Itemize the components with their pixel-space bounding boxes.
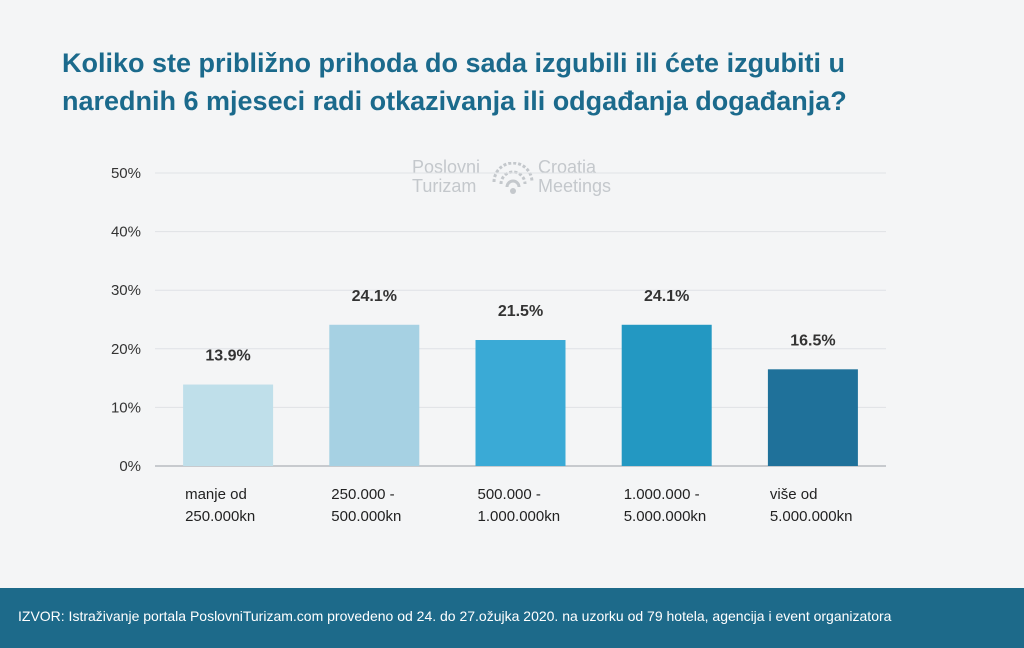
y-tick-label: 30% (111, 282, 141, 299)
wifi-signal-icon (492, 162, 534, 194)
data-label: 24.1% (644, 288, 689, 305)
source-footer: IZVOR: Istraživanje portala PoslovniTuri… (0, 588, 1024, 648)
data-label: 21.5% (498, 303, 543, 320)
chart-title: Koliko ste približno prihoda do sada izg… (62, 48, 847, 116)
logo-left-line1: Poslovni (412, 157, 481, 177)
bar-chart: 0% 10% 20% 30% 40% 50% 13.9% manje od 250.000kn 2… (111, 165, 886, 525)
bar (621, 324, 712, 466)
bar (475, 340, 566, 466)
x-tick-label: 1.000.000 - (624, 486, 700, 503)
bar (767, 369, 858, 466)
logo-right-line1: Croatia (538, 157, 597, 177)
logo-right-text: Croatia Meetings (538, 158, 611, 196)
data-label: 13.9% (205, 348, 250, 365)
data-label: 24.1% (352, 288, 397, 305)
bar (183, 384, 274, 466)
y-tick-label: 0% (119, 458, 141, 475)
source-text: IZVOR: Istraživanje portala PoslovniTuri… (18, 608, 892, 624)
x-tick-label: 5.000.000kn (770, 508, 853, 525)
logo-right-line2: Meetings (538, 176, 612, 196)
y-tick-label: 20% (111, 341, 141, 358)
x-tick-label: 5.000.000kn (624, 508, 707, 525)
x-tick-label: više od (770, 486, 818, 503)
logo-left-text: Poslovni Turizam (412, 158, 480, 196)
y-tick-label: 50% (111, 165, 141, 182)
x-tick-label: 500.000kn (331, 508, 401, 525)
x-tick-label: 500.000 - (478, 486, 541, 503)
x-tick-label: 1.000.000kn (478, 508, 561, 525)
watermark-logo: Poslovni Turizam Croatia Meetings (412, 156, 622, 200)
y-tick-label: 40% (111, 224, 141, 241)
y-tick-label: 10% (111, 399, 141, 416)
x-tick-label: manje od (185, 486, 247, 503)
logo-left-line2: Turizam (412, 176, 477, 196)
x-tick-label: 250.000 - (331, 486, 394, 503)
x-tick-label: 250.000kn (185, 508, 255, 525)
data-label: 16.5% (790, 332, 835, 349)
bar (329, 324, 420, 466)
